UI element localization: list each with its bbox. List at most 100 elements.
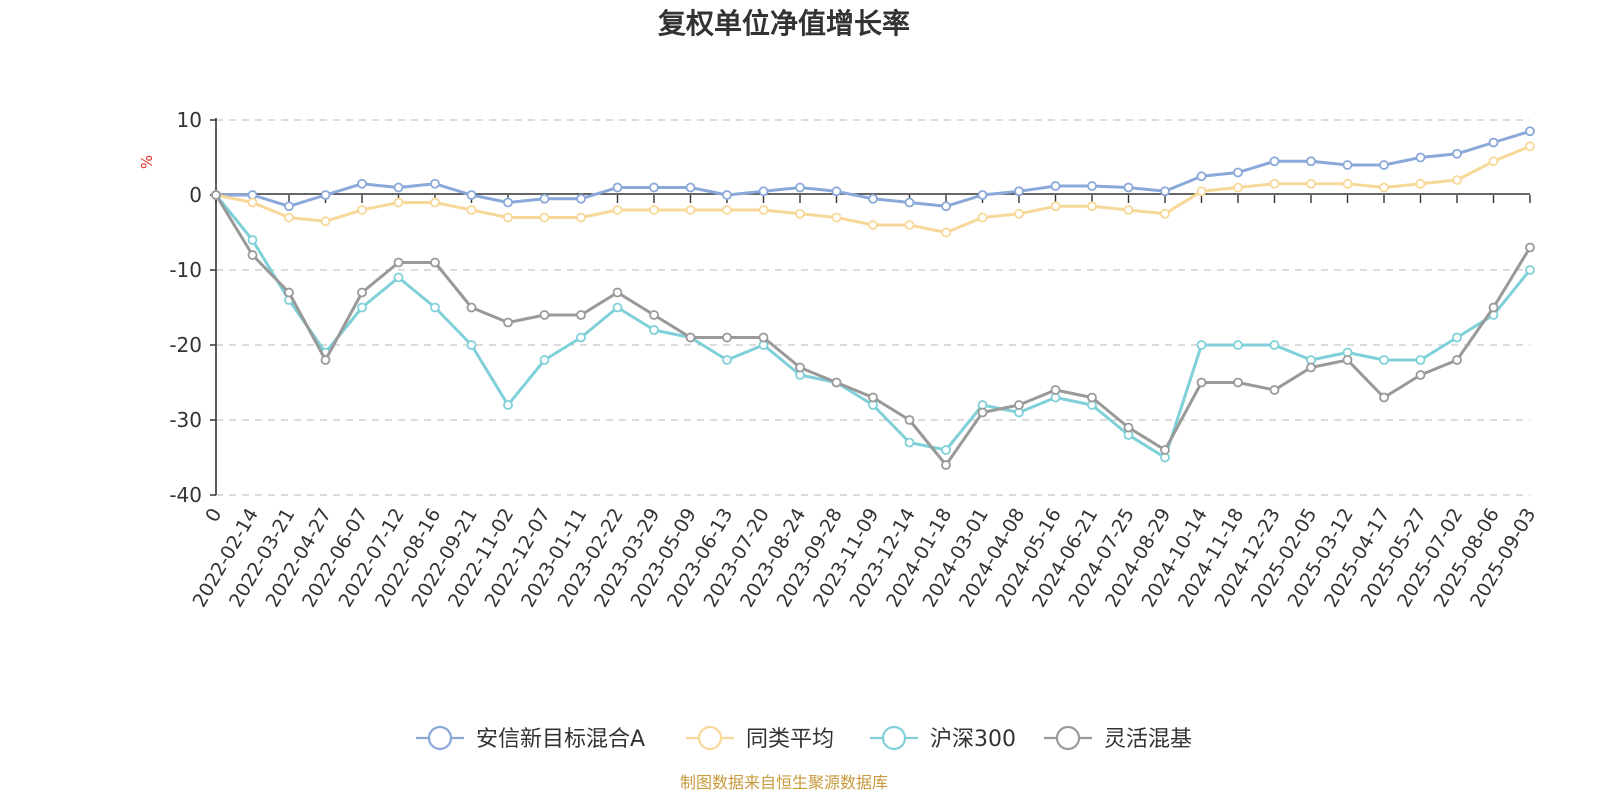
data-point (430, 257, 440, 268)
data-point (357, 287, 367, 298)
data-point (393, 257, 404, 268)
chart-title: 复权单位净值增长率 (658, 7, 910, 40)
data-point (795, 362, 805, 373)
data-point (1087, 181, 1097, 191)
data-point (503, 197, 513, 208)
data-point (539, 212, 550, 223)
data-point (904, 220, 915, 230)
data-point (1050, 201, 1061, 212)
data-point (1233, 182, 1243, 193)
data-point (904, 415, 915, 425)
data-point (649, 310, 659, 320)
series-line-3 (214, 193, 1532, 459)
data-point (1196, 186, 1207, 197)
data-point (357, 302, 367, 313)
data-point (612, 182, 623, 193)
data-point (612, 302, 623, 313)
x-tick-labels: 02022-02-142022-03-212022-04-272022-06-0… (189, 505, 1541, 612)
data-point (320, 355, 331, 365)
data-point (1087, 201, 1097, 212)
data-point (284, 212, 294, 223)
data-point (1525, 265, 1535, 275)
data-point (758, 332, 769, 343)
data-point (1452, 332, 1462, 343)
data-point (649, 205, 659, 215)
y-tick-label: -20 (169, 333, 202, 357)
data-point (393, 197, 404, 208)
data-point (466, 205, 477, 215)
data-point (1160, 208, 1170, 219)
data-point (393, 272, 404, 283)
legend[interactable]: 安信新目标混合A 同类平均 沪深300 灵活混基 (416, 725, 1192, 752)
series-line-4 (214, 193, 1532, 467)
data-point (1233, 167, 1243, 178)
data-point (941, 445, 951, 455)
data-point (649, 182, 659, 193)
data-point (868, 392, 878, 403)
data-point (576, 310, 586, 320)
legend-label: 安信新目标混合A (476, 727, 645, 752)
data-point (1452, 355, 1462, 365)
data-point (1160, 186, 1170, 197)
grid-layer (216, 119, 1530, 496)
data-point (1123, 422, 1134, 433)
legend-item-2[interactable]: 同类平均 (686, 725, 834, 752)
legend-item-4[interactable]: 灵活混基 (1044, 725, 1192, 752)
data-point (430, 197, 440, 208)
data-point (284, 201, 294, 212)
data-point (357, 205, 367, 215)
data-point (1342, 355, 1353, 365)
legend-label: 同类平均 (746, 727, 834, 752)
data-point (1196, 377, 1207, 388)
data-point (1379, 355, 1389, 365)
data-point (722, 355, 732, 365)
y-tick-label: -10 (169, 258, 202, 282)
data-point (758, 205, 769, 215)
data-point (430, 178, 440, 189)
source-note: 制图数据来自恒生聚源数据库 (680, 773, 888, 792)
data-point (1050, 181, 1061, 191)
data-point (576, 212, 586, 223)
legend-circle-icon (1055, 725, 1081, 751)
data-point (1160, 445, 1170, 455)
data-point (685, 205, 696, 215)
data-point (539, 310, 550, 320)
data-point (284, 287, 294, 298)
data-point (1415, 355, 1426, 365)
data-point (576, 193, 586, 204)
data-point (1014, 400, 1024, 410)
legend-item-1[interactable]: 安信新目标混合A (416, 725, 645, 752)
y-tick-label: -40 (169, 483, 202, 507)
data-point (1379, 160, 1389, 170)
legend-item-3[interactable]: 沪深300 (870, 725, 1016, 752)
data-point (977, 407, 988, 418)
data-point (904, 197, 915, 208)
data-point (941, 201, 951, 212)
data-point (1488, 156, 1499, 167)
data-point (1233, 377, 1243, 388)
data-point (795, 182, 805, 193)
data-point (539, 355, 550, 365)
series-line-2 (214, 144, 1532, 234)
data-point (1269, 340, 1280, 350)
data-point (868, 193, 878, 204)
data-point (1306, 156, 1316, 167)
data-point (466, 190, 477, 200)
legend-circle-icon (697, 725, 723, 751)
data-point (430, 302, 440, 313)
data-point (247, 235, 258, 245)
data-point (685, 182, 696, 193)
data-point (1379, 182, 1389, 193)
data-point (1269, 178, 1280, 189)
data-point (1488, 302, 1499, 313)
legend-circle-icon (881, 725, 907, 751)
y-tick-label: 10 (177, 108, 202, 132)
data-point (576, 332, 586, 343)
data-point (1342, 160, 1353, 170)
data-point (1525, 126, 1535, 137)
data-point (503, 400, 513, 410)
data-point (831, 186, 842, 197)
data-point (503, 212, 513, 223)
data-point (320, 190, 331, 200)
data-point (1050, 385, 1061, 395)
